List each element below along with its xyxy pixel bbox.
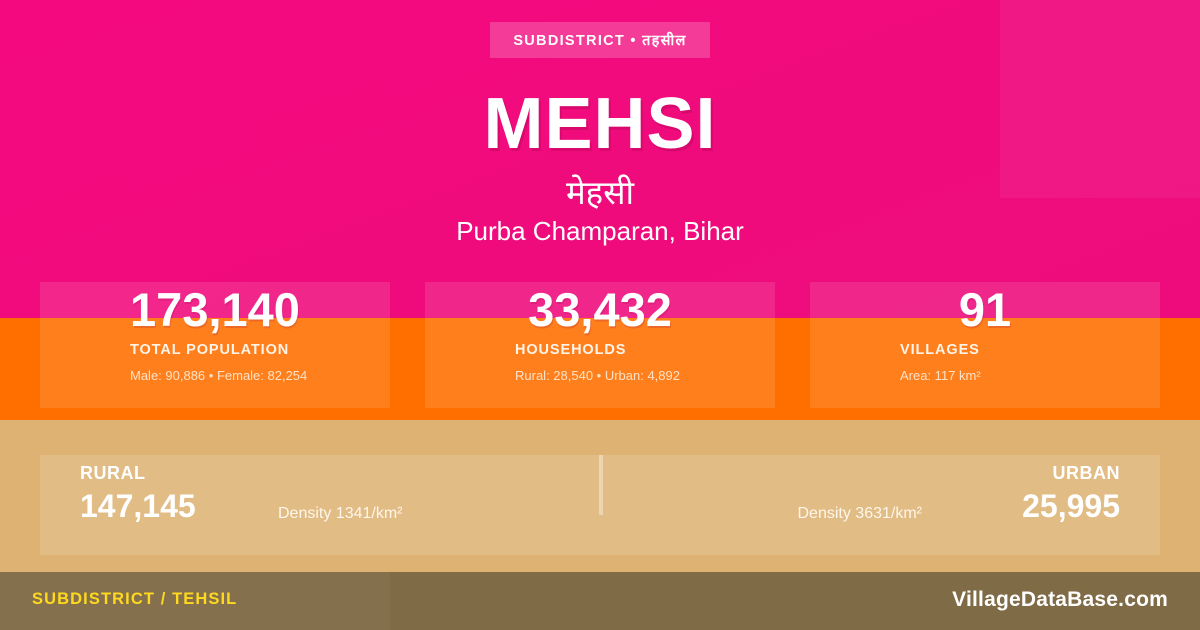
stat-label: VILLAGES [900,342,980,358]
stat-detail: Rural: 28,540 • Urban: 4,892 [515,368,680,383]
tan-background-band [0,420,1200,572]
page-subtitle: Purba Champaran, Bihar [456,216,744,246]
stat-value: 173,140 [130,283,300,336]
stat-label: HOUSEHOLDS [515,342,627,358]
rural-density: Density 1341/km² [278,505,403,522]
stat-detail: Male: 90,886 • Female: 82,254 [130,368,308,383]
subdistrict-badge: SUBDISTRICT • तहसील [490,22,710,58]
urban-value: 25,995 [1022,488,1120,524]
stat-card-total-population: 173,140 TOTAL POPULATION Male: 90,886 • … [40,282,390,408]
rural-urban-divider [599,455,603,515]
urban-density: Density 3631/km² [797,505,923,522]
stat-card-households: 33,432 HOUSEHOLDS Rural: 28,540 • Urban:… [425,282,775,408]
pink-accent-rectangle [1000,0,1200,198]
page-title-native: मेहसी [565,174,635,211]
page-title: MEHSI [483,84,717,164]
stat-card-villages: 91 VILLAGES Area: 117 km² [810,282,1160,408]
rural-value: 147,145 [80,488,196,524]
footer-background-band [0,572,1200,630]
stat-value: 33,432 [528,283,672,336]
footer-category-label: SUBDISTRICT / TEHSIL [32,590,238,608]
stat-detail: Area: 117 km² [900,368,981,383]
badge-label: SUBDISTRICT • तहसील [513,33,687,49]
pink-background-band [0,0,1200,318]
stat-value: 91 [958,283,1012,336]
rural-label: RURAL [80,463,146,483]
orange-background-band [0,318,1200,420]
stat-label: TOTAL POPULATION [130,342,290,358]
rural-urban-panel [40,455,1160,555]
footer-site-name: VillageDataBase.com [952,588,1168,611]
urban-label: URBAN [1052,463,1120,483]
